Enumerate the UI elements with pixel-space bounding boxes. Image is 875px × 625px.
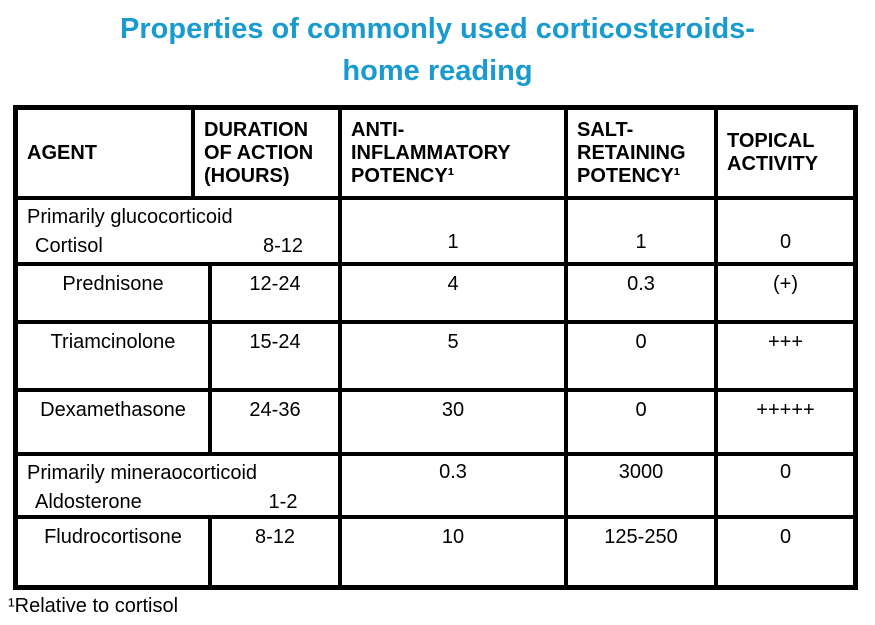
duration-value: 15-24 [208, 324, 338, 388]
table-row-triamcinolone: Triamcinolone 15-24 5 0 +++ [18, 320, 853, 388]
anti-inflammatory-value: 0.3 [338, 456, 564, 515]
duration-value: 24-36 [208, 392, 338, 452]
column-header-agent: AGENT [27, 141, 97, 164]
salt-retaining-value: 125-250 [564, 519, 714, 585]
anti-inflammatory-value: 1 [338, 200, 564, 262]
agent-group-cell-mineraocorticoid: Primarily mineraocorticoid Aldosterone 1… [18, 456, 338, 515]
salt-retaining-value: 0 [564, 324, 714, 388]
agent-name: Triamcinolone [50, 331, 176, 353]
duration-value: 1-2 [268, 491, 298, 513]
agent-line-aldosterone: Aldosterone 1-2 [18, 488, 338, 515]
group-label-mineraocorticoid: Primarily mineraocorticoid [27, 462, 258, 484]
topical-activity-value: 0 [714, 519, 853, 585]
anti-inflammatory-value: 5 [338, 324, 564, 388]
table-row-fludrocortisone: Fludrocortisone 8-12 10 125-250 0 [18, 515, 853, 585]
topical-activity-value: +++++ [714, 392, 853, 452]
anti-inflammatory-value: 4 [338, 266, 564, 320]
anti-inflammatory-value: 30 [338, 392, 564, 452]
topical-activity-value: 0 [714, 200, 853, 262]
topical-activity-value: +++ [714, 324, 853, 388]
agent-name: Fludrocortisone [44, 526, 182, 548]
table-row-prednisone: Prednisone 12-24 4 0.3 (+) [18, 262, 853, 320]
topical-activity-value: 0 [714, 456, 853, 515]
page-title: Properties of commonly used corticostero… [0, 8, 875, 92]
salt-retaining-value: 3000 [564, 456, 714, 515]
duration-value: 12-24 [208, 266, 338, 320]
agent-name: Dexamethasone [40, 399, 186, 421]
column-header-salt-retaining-potency: SALT- RETAINING POTENCY¹ [564, 110, 714, 196]
agent-name: Prednisone [62, 273, 164, 295]
column-header-topical-activity: TOPICAL ACTIVITY [714, 110, 853, 196]
corticosteroids-table: AGENT DURATION OF ACTION (HOURS) ANTI- I… [13, 105, 858, 590]
agent-name: Cortisol [35, 235, 103, 257]
column-header-anti-inflammatory-potency: ANTI- INFLAMMATORY POTENCY¹ [338, 110, 564, 196]
column-header-duration: DURATION OF ACTION (HOURS) [191, 110, 338, 196]
agent-name: Aldosterone [35, 491, 142, 513]
anti-inflammatory-value: 10 [338, 519, 564, 585]
salt-retaining-value: 0 [564, 392, 714, 452]
table-row-aldosterone: Primarily mineraocorticoid Aldosterone 1… [18, 452, 853, 515]
agent-group-cell-glucocorticoid: Primarily glucocorticoid Cortisol 8-12 [18, 200, 338, 262]
duration-value: 8-12 [262, 235, 304, 257]
topical-activity-value: (+) [714, 266, 853, 320]
page-title-line-1: Properties of commonly used corticostero… [120, 13, 755, 45]
page-title-line-2: home reading [342, 55, 533, 88]
salt-retaining-value: 0.3 [564, 266, 714, 320]
table-row-dexamethasone: Dexamethasone 24-36 30 0 +++++ [18, 388, 853, 452]
agent-line-cortisol: Cortisol 8-12 [18, 232, 338, 261]
salt-retaining-value: 1 [564, 200, 714, 262]
footnote-relative-to-cortisol: ¹Relative to cortisol [8, 595, 179, 617]
group-label-glucocorticoid: Primarily glucocorticoid [27, 206, 233, 228]
table-row-cortisol: Primarily glucocorticoid Cortisol 8-12 1… [18, 196, 853, 262]
duration-value: 8-12 [208, 519, 338, 585]
table-header-row: AGENT DURATION OF ACTION (HOURS) ANTI- I… [18, 110, 853, 196]
